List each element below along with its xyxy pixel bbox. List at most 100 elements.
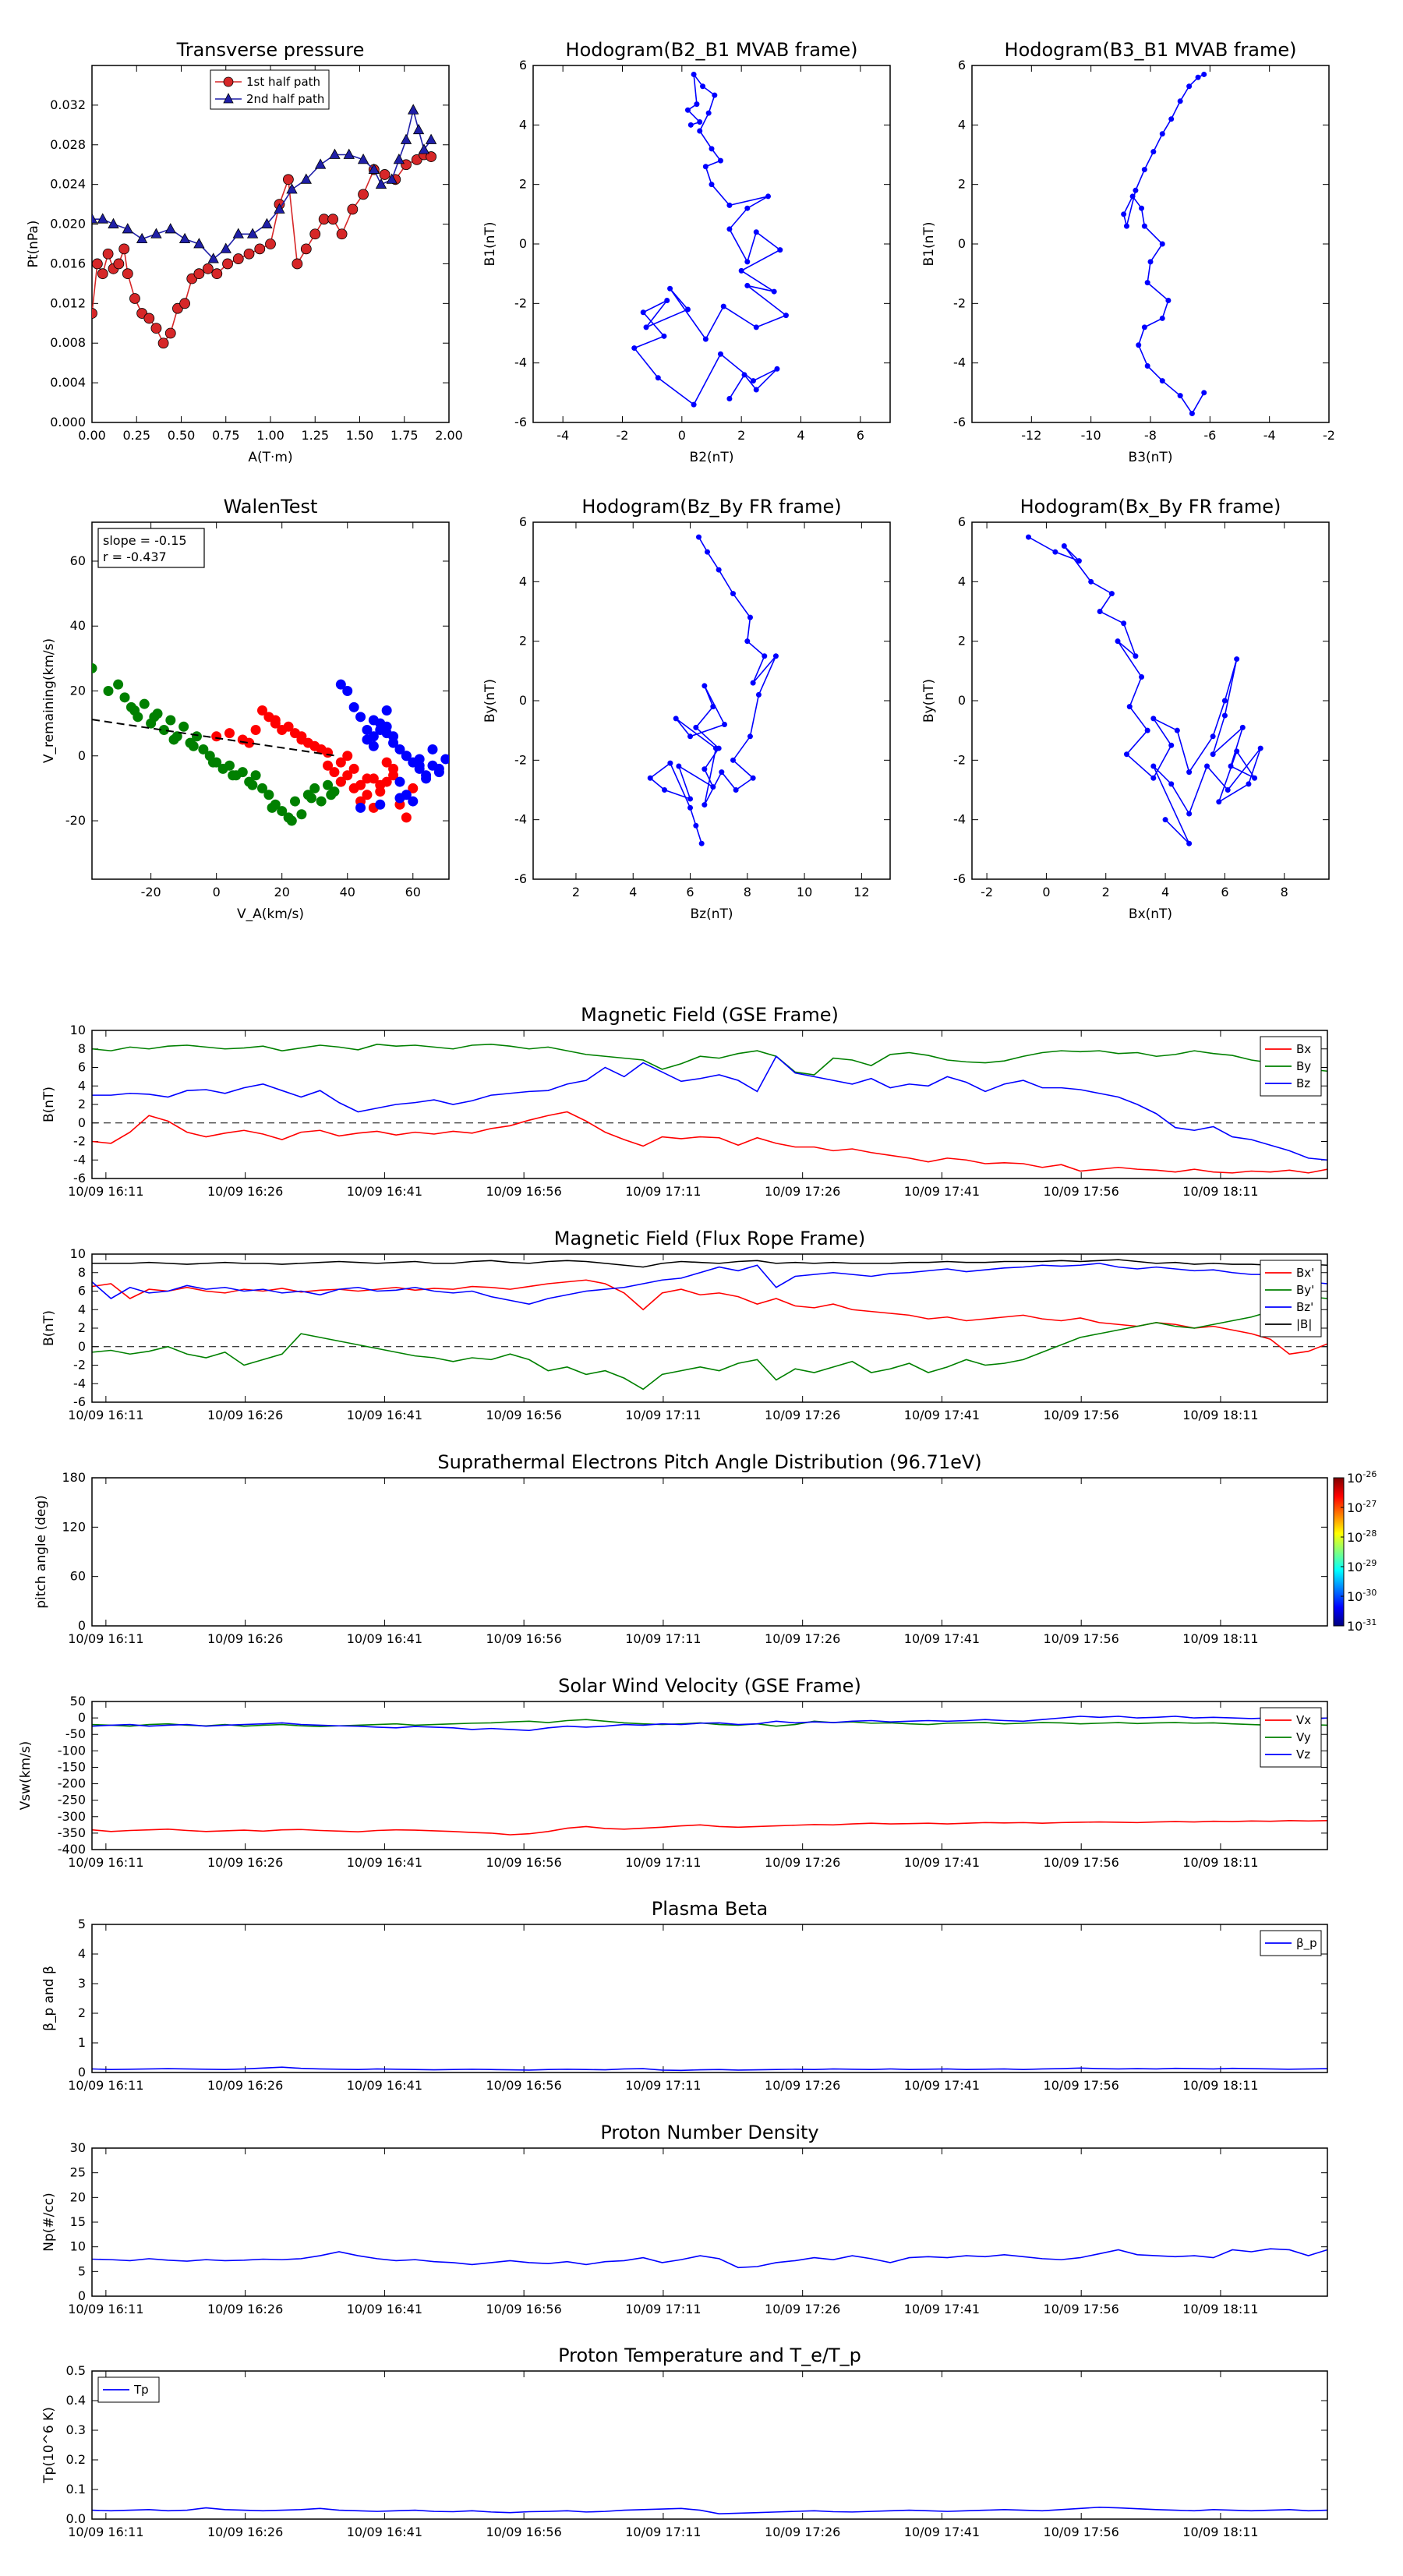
y-tick-label: -6 — [953, 415, 966, 429]
y-tick-label: 5 — [78, 2263, 86, 2278]
plot-frame — [91, 2370, 1328, 2520]
data-point — [357, 154, 369, 164]
y-axis-label: Tp(10^6 K) — [41, 2407, 57, 2484]
data-point — [97, 268, 108, 280]
hodogram-point — [726, 202, 733, 208]
y-tick-label: -150 — [58, 1759, 86, 1774]
scatter-point — [323, 760, 334, 771]
colorbar-label: 10-30 — [1347, 1588, 1376, 1604]
y-tick-label: 0.5 — [66, 2363, 86, 2378]
scatter-point — [247, 779, 258, 790]
data-layer — [92, 2066, 1327, 2072]
y-tick-label: -6 — [953, 871, 966, 886]
annotation-box: slope = -0.15r = -0.437 — [97, 528, 205, 568]
hodogram-point — [684, 306, 691, 313]
y-tick-label: -20 — [65, 813, 86, 828]
hodogram-point — [1204, 763, 1210, 769]
y-tick-label: 120 — [62, 1519, 86, 1534]
data-point — [232, 228, 244, 239]
data-point — [408, 104, 419, 115]
scatter-point — [228, 770, 239, 781]
hodogram-point — [640, 309, 646, 316]
hodogram-point — [661, 333, 667, 339]
chart-title: Hodogram(Bz_By FR frame) — [581, 496, 841, 518]
x-tick-label: 10/09 17:11 — [625, 1408, 701, 1422]
hodogram-point — [697, 128, 703, 134]
data-point — [202, 263, 214, 274]
data-point — [118, 243, 130, 255]
x-axis-label: A(T·m) — [248, 450, 292, 465]
hodogram-point — [1186, 811, 1193, 817]
x-tick-label: 10/09 17:56 — [1044, 1855, 1119, 1870]
data-point — [379, 169, 391, 180]
panel-tp: Proton Temperature and T_e/T_p 10/09 16:1… — [41, 2345, 1328, 2539]
data-point — [113, 258, 125, 270]
x-tick-label: 10/09 16:11 — [68, 2078, 143, 2093]
scatter-point — [92, 663, 97, 673]
scatter-point — [388, 731, 399, 742]
y-tick-label: -50 — [65, 1726, 86, 1741]
x-tick-label: 10/09 17:26 — [765, 2078, 840, 2093]
x-tick-label: 1.75 — [391, 428, 419, 443]
y-tick-label: 20 — [70, 2189, 86, 2204]
hodogram-point — [687, 804, 694, 811]
hodogram-point — [726, 226, 733, 232]
x-tick-label: 10/09 17:26 — [765, 2302, 840, 2316]
data-point — [178, 232, 191, 244]
y-tick-label: 8 — [78, 1265, 86, 1280]
hodogram-point — [1234, 748, 1240, 754]
hodogram-point — [733, 787, 739, 793]
data-point — [393, 154, 405, 164]
y-tick-label: 0 — [78, 748, 86, 763]
y-tick-label: 15 — [70, 2214, 86, 2229]
hodogram-point — [777, 247, 783, 253]
hodogram-point — [1141, 223, 1147, 229]
data-point — [92, 213, 98, 224]
y-tick-label: 0 — [519, 236, 527, 251]
x-tick-label: 10/09 16:11 — [68, 1184, 143, 1199]
hodogram-point — [709, 146, 715, 152]
scatter-point — [375, 799, 386, 810]
hodogram-point — [1195, 74, 1201, 80]
scatter-point — [348, 701, 359, 712]
data-point — [425, 133, 437, 144]
y-tick-label: 0 — [78, 1115, 86, 1130]
hodogram-point — [762, 653, 768, 659]
data-point — [274, 203, 285, 214]
scatter-point — [335, 757, 346, 768]
data-point — [400, 133, 412, 144]
hodogram-point — [1234, 656, 1240, 663]
hodogram-point — [1168, 742, 1175, 748]
x-tick-label: 6 — [1221, 885, 1228, 899]
scatter-point — [207, 757, 218, 768]
hodogram-point — [1097, 609, 1103, 614]
hodogram-point — [1201, 390, 1207, 396]
y-tick-label: 10 — [70, 1023, 86, 1037]
data-point — [386, 173, 398, 184]
hodogram-point — [774, 366, 780, 372]
hodogram-point — [1225, 787, 1231, 793]
y-tick-label: -4 — [953, 812, 966, 827]
hodogram-point — [1133, 187, 1139, 193]
data-point — [150, 323, 162, 334]
hodogram-point — [1126, 704, 1133, 710]
scatter-point — [149, 712, 160, 723]
x-tick-label: 10/09 17:41 — [904, 1408, 980, 1422]
data-point — [222, 258, 233, 270]
hodogram-point — [700, 83, 706, 90]
hodogram-point — [750, 378, 756, 384]
colorbar-label: 10-27 — [1347, 1499, 1376, 1515]
scatter-point — [290, 796, 301, 807]
y-tick-label: 0.008 — [50, 335, 86, 350]
data-point — [164, 223, 176, 234]
hodogram-point — [1088, 578, 1094, 585]
data-point — [292, 258, 303, 270]
x-tick-label: 10/09 17:26 — [765, 1184, 840, 1199]
y-tick-label: 0.012 — [50, 295, 86, 310]
x-tick-label: 1.25 — [301, 428, 329, 443]
legend-marker — [223, 93, 234, 104]
x-tick-label: 10/09 18:11 — [1182, 1631, 1258, 1646]
y-tick-label: 0.1 — [66, 2482, 86, 2496]
legend-label: β_p — [1296, 1936, 1317, 1951]
x-tick-label: -12 — [1021, 428, 1041, 443]
